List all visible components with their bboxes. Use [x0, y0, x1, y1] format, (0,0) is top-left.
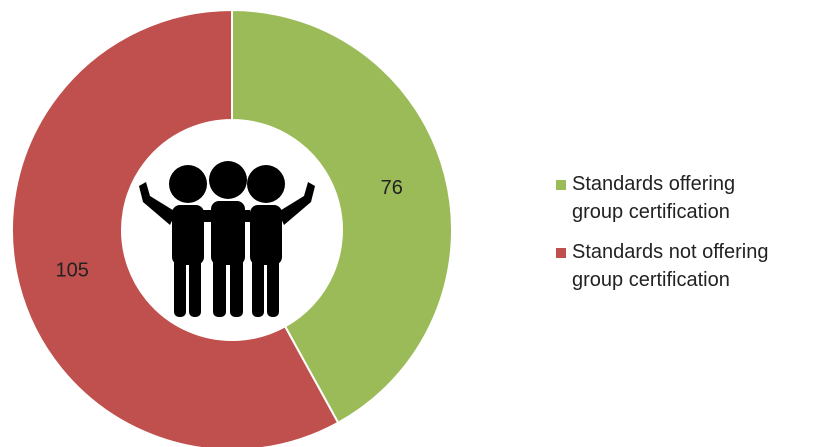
people-icon: [139, 161, 315, 317]
data-label: 76: [381, 177, 403, 199]
linked-arms: [200, 210, 250, 222]
leg: [252, 255, 264, 317]
slice: [231, 8, 454, 425]
legend-label: Standards not offering group certificatio…: [572, 241, 768, 291]
body: [172, 205, 204, 265]
data-label: 105: [56, 259, 89, 281]
leg: [213, 255, 226, 317]
head: [169, 165, 207, 203]
body: [250, 205, 282, 265]
legend-label: Standards offering group certification: [572, 173, 735, 223]
legend: Standards offering group certification Sta…: [556, 173, 768, 291]
head: [247, 165, 285, 203]
arm: [139, 182, 176, 225]
legend-swatch: [556, 180, 566, 190]
leg: [230, 255, 243, 317]
leg: [267, 255, 279, 317]
slice: [11, 8, 340, 447]
leg: [174, 255, 186, 317]
head: [209, 161, 247, 199]
leg: [189, 255, 201, 317]
arm: [278, 182, 315, 225]
legend-swatch: [556, 248, 566, 258]
slices: 76 105: [11, 8, 454, 447]
